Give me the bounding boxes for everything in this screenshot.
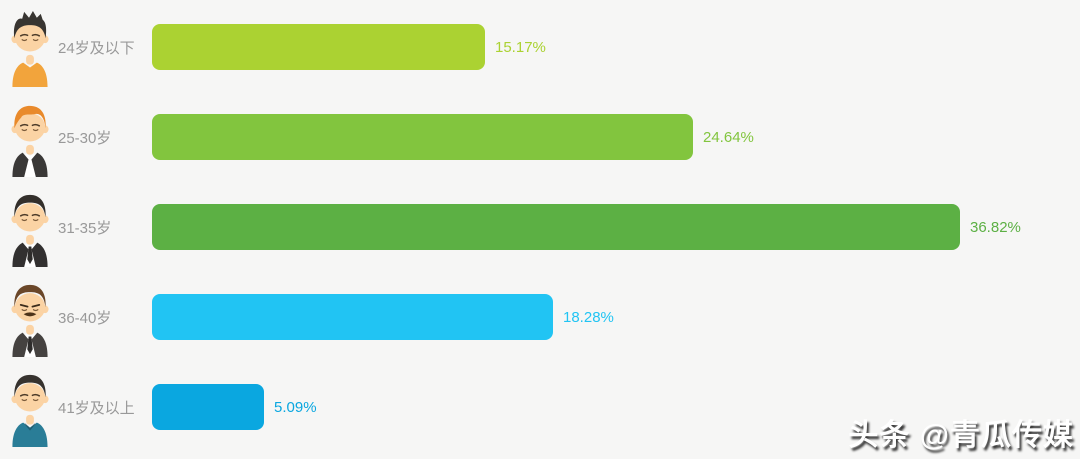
value-label: 15.17%	[495, 38, 546, 56]
bar-area: 24.64%	[152, 114, 754, 160]
category-label: 31-35岁	[58, 219, 112, 237]
avatar-man-orange-hair-suit-icon	[5, 99, 55, 179]
bar-area: 15.17%	[152, 24, 546, 70]
bar-area: 36.82%	[152, 204, 1021, 250]
avatar-older-man-teal-shirt-icon	[5, 369, 55, 449]
bar-area: 5.09%	[152, 384, 317, 430]
chart-row: 36-40岁 18.28%	[0, 272, 1080, 362]
category-label: 41岁及以上	[58, 399, 135, 417]
chart-row: 25-30岁 24.64%	[0, 92, 1080, 182]
value-label: 24.64%	[703, 128, 754, 146]
chart-row: 41岁及以上 5.09%	[0, 362, 1080, 452]
category-label: 25-30岁	[58, 129, 112, 147]
bar	[152, 294, 553, 340]
category-label: 24岁及以下	[58, 39, 135, 57]
bar	[152, 114, 693, 160]
category-label: 36-40岁	[58, 309, 112, 327]
bar-area: 18.28%	[152, 294, 614, 340]
avatar-young-man-orange-shirt-icon	[5, 9, 55, 89]
value-label: 36.82%	[970, 218, 1021, 236]
value-label: 18.28%	[563, 308, 614, 326]
value-label: 5.09%	[274, 398, 317, 416]
bar	[152, 384, 264, 430]
avatar-man-mustache-suit-icon	[5, 279, 55, 359]
chart-row: 24岁及以下 15.17%	[0, 2, 1080, 92]
bar	[152, 204, 960, 250]
avatar-man-black-hair-suit-icon	[5, 189, 55, 269]
chart-row: 31-35岁 36.82%	[0, 182, 1080, 272]
bar	[152, 24, 485, 70]
watermark: 头条 @青瓜传媒	[848, 419, 1074, 452]
